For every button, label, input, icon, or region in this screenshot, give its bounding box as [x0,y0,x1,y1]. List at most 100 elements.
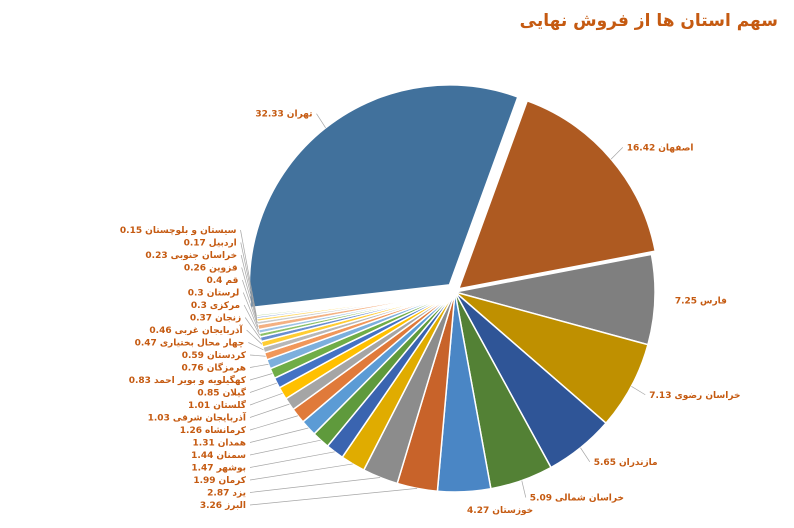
leader-line [249,439,321,456]
data-label: 0.23 خراسان جنوبی [145,251,258,321]
value-label: 0.76 [181,363,203,373]
data-label: 1.47 بوشهر [191,451,335,473]
value-label: 0.3 [188,288,204,298]
value-label: 0.85 [197,388,219,398]
category-label: مرکزی [210,301,240,311]
value-label: 0.83 [129,376,151,386]
leader-line [249,488,418,506]
leader-line [240,254,258,321]
leader-line [580,447,591,462]
leader-line [249,373,273,381]
category-label: تهران [287,109,313,119]
data-label: 0.15 سیستان و بلوچستان [120,226,257,316]
value-label: 0.37 [190,313,212,323]
data-label: 7.25 فارس [675,296,727,306]
value-label: 1.31 [193,438,215,448]
category-label: خراسان شمالی [555,493,624,503]
leader-line [316,113,326,129]
data-label-text: 2.87 یزد [207,488,246,498]
pie-slice [248,84,519,309]
pie-slice [457,99,657,290]
category-label: کرمانشاه [205,426,247,436]
data-label: 0.76 هرمزگان [181,361,269,373]
category-label: البرز [224,501,246,511]
category-label: چهار محال بختیاری [160,338,245,348]
leader-line [248,342,264,351]
data-label-text: 0.59 کردستان [182,351,247,361]
data-label-text: 1.47 بوشهر [191,463,246,473]
data-label: 1.44 سمنان [191,439,321,461]
data-label-text: 1.03 آذربایجان شرقی [148,411,247,423]
leader-line [249,392,283,406]
data-label-text: 0.15 سیستان و بلوچستان [120,226,237,236]
data-label: 0.46 آذربایجان غربی [149,324,263,345]
data-label-text: 4.27 خوزستان [467,505,533,515]
value-label: 7.13 [649,390,671,400]
data-label-text: 7.13 خراسان رضوی [649,390,740,400]
leader-line [246,329,263,345]
data-label-text: 0.83 کهگیلویه و بویر احمد [129,374,247,386]
leader-line [249,415,298,431]
value-label: 0.26 [184,263,206,273]
leader-line [249,382,278,393]
value-label: 0.4 [206,276,222,286]
leader-line [249,427,309,443]
data-label-text: 7.25 فارس [675,296,727,306]
data-label: 0.3 لرستان [188,288,260,332]
category-label: خوزستان [492,505,533,515]
data-label: 1.03 آذربایجان شرقی [148,403,290,423]
data-label-text: 3.26 البرز [200,501,246,511]
value-label: 2.87 [207,488,229,498]
leader-line [244,317,261,340]
category-label: سمنان [216,451,246,461]
data-label: 1.01 گلستان [188,392,283,411]
data-label-text: 5.65 مازندران [594,457,658,467]
value-label: 1.26 [180,426,202,436]
data-label: 0.4 قم [206,276,259,328]
leader-line [241,267,258,324]
leader-line [242,292,260,332]
data-label: 0.37 زنجان [190,313,261,340]
data-label-text: 0.76 هرمزگان [181,361,246,373]
category-label: قزوین [209,263,238,273]
data-label-text: 5.09 خراسان شمالی [530,493,624,503]
value-label: 0.46 [149,326,171,336]
leader-line [249,463,353,481]
data-label: 0.59 کردستان [182,351,266,361]
data-label: 7.13 خراسان رضوی [631,385,740,400]
data-label-text: 0.85 گیلان [197,386,246,398]
category-label: فارس [700,296,727,306]
data-label-text: 16.42 اصفهان [627,143,694,153]
category-label: کهگیلویه و بویر احمد [154,374,247,386]
category-label: اصفهان [658,143,693,153]
data-label-text: 32.33 تهران [255,109,312,119]
category-label: زنجان [215,313,241,323]
value-label: 1.99 [193,476,215,486]
leader-line [243,304,261,336]
leader-line [249,477,381,493]
category-label: آذربایجان غربی [175,324,244,336]
category-label: قم [225,276,238,286]
value-label: 1.44 [191,451,213,461]
value-label: 16.42 [627,143,655,153]
leader-line [610,147,624,160]
data-label: 5.65 مازندران [580,447,658,467]
data-label: 0.17 اردبیل [184,238,257,318]
data-label: 16.42 اصفهان [610,143,694,160]
data-label-text: 1.44 سمنان [191,451,246,461]
data-label: 5.09 خراسان شمالی [521,480,624,503]
data-label: 0.3 مرکزی [191,301,261,336]
value-label: 0.15 [120,226,142,236]
leader-line [249,363,269,368]
value-label: 0.3 [191,301,207,311]
category-label: مازندران [619,457,658,467]
data-label-text: 0.46 آذربایجان غربی [149,324,243,336]
category-label: خراسان رضوی [674,390,740,400]
data-label: 4.27 خوزستان [467,505,533,515]
category-label: لرستان [207,288,240,298]
value-label: 7.25 [675,296,697,306]
value-label: 3.26 [200,501,222,511]
data-label: 32.33 تهران [255,109,326,129]
data-label-text: 0.3 مرکزی [191,301,240,311]
data-label-text: 1.26 کرمانشاه [180,426,247,436]
